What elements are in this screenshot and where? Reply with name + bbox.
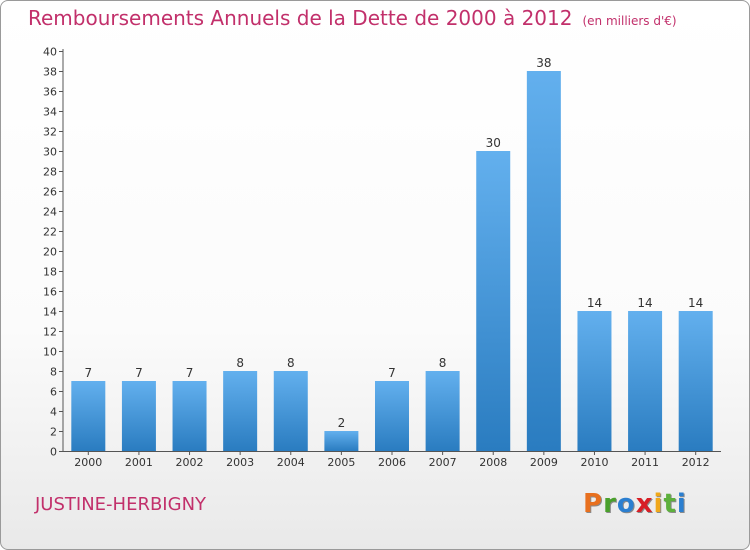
- x-tick-label: 2005: [327, 456, 355, 469]
- x-tick-label: 2010: [580, 456, 608, 469]
- y-tick-label: 2: [50, 426, 57, 439]
- chart-title-text: Remboursements Annuels de la Dette de 20…: [28, 6, 573, 30]
- data-label: 7: [388, 366, 396, 380]
- x-tick-label: 2008: [479, 456, 507, 469]
- bar: [628, 311, 663, 451]
- x-tick-label: 2007: [429, 456, 457, 469]
- data-label: 8: [439, 356, 447, 370]
- logo-letter: x: [635, 489, 654, 519]
- logo-letter: i: [676, 489, 687, 519]
- data-label: 7: [186, 366, 194, 380]
- chart-labels: 7 2000 7 2001 7 2002 8 2003 8 2004 2 2005 7 2006 8 2007…: [74, 56, 709, 469]
- data-label: 7: [135, 366, 143, 380]
- y-tick-label: 20: [43, 246, 57, 259]
- x-tick-label: 2004: [277, 456, 305, 469]
- y-tick-label: 4: [50, 406, 57, 419]
- logo-letter: o: [616, 489, 636, 519]
- bar: [526, 71, 561, 451]
- y-tick-label: 26: [43, 186, 57, 199]
- y-tick-label: 24: [43, 206, 57, 219]
- y-tick-label: 40: [43, 46, 57, 59]
- bar: [577, 311, 612, 451]
- bar: [223, 371, 258, 451]
- y-tick-label: 32: [43, 126, 57, 139]
- y-tick-label: 16: [43, 286, 57, 299]
- bar: [121, 381, 156, 451]
- x-tick-label: 2001: [125, 456, 153, 469]
- bar: [273, 371, 308, 451]
- y-tick-label: 12: [43, 326, 57, 339]
- bar: [71, 381, 106, 451]
- data-label: 38: [536, 56, 551, 70]
- y-tick-label: 38: [43, 66, 57, 79]
- y-tick-label: 8: [50, 366, 57, 379]
- y-tick-label: 0: [50, 446, 57, 459]
- data-label: 14: [637, 296, 652, 310]
- chart-title: Remboursements Annuels de la Dette de 20…: [28, 6, 677, 30]
- bar: [375, 381, 409, 451]
- data-label: 14: [688, 296, 703, 310]
- data-label: 8: [236, 356, 244, 370]
- logo-letter: r: [603, 489, 617, 519]
- logo-letter: P: [583, 489, 604, 519]
- y-tick-label: 36: [43, 86, 57, 99]
- logo-letter: t: [663, 489, 677, 519]
- logo-letter: i: [653, 489, 664, 519]
- bar: [324, 431, 359, 451]
- y-tick-label: 22: [43, 226, 57, 239]
- y-tick-label: 10: [43, 346, 57, 359]
- bar: [678, 311, 713, 451]
- chart-unit: (en milliers d'€): [582, 14, 677, 28]
- data-label: 7: [84, 366, 92, 380]
- x-tick-label: 2011: [631, 456, 659, 469]
- y-tick-label: 30: [43, 146, 57, 159]
- y-tick-label: 28: [43, 166, 57, 179]
- data-label: 2: [338, 416, 346, 430]
- x-tick-label: 2002: [176, 456, 204, 469]
- x-tick-label: 2012: [682, 456, 710, 469]
- x-tick-label: 2009: [530, 456, 558, 469]
- x-tick-label: 2003: [226, 456, 254, 469]
- y-tick-label: 34: [43, 106, 57, 119]
- bar: [476, 151, 511, 451]
- bar: [172, 381, 207, 451]
- x-tick-label: 2006: [378, 456, 406, 469]
- bar: [425, 371, 460, 451]
- y-tick-label: 14: [43, 306, 57, 319]
- data-label: 14: [587, 296, 602, 310]
- y-tick-label: 6: [50, 386, 57, 399]
- x-tick-label: 2000: [74, 456, 102, 469]
- chart-bars: [71, 71, 713, 451]
- commune-name: JUSTINE-HERBIGNY: [35, 494, 207, 515]
- proxiti-logo: Proxiti: [583, 489, 687, 519]
- y-tick-label: 18: [43, 266, 57, 279]
- data-label: 8: [287, 356, 295, 370]
- data-label: 30: [486, 136, 501, 150]
